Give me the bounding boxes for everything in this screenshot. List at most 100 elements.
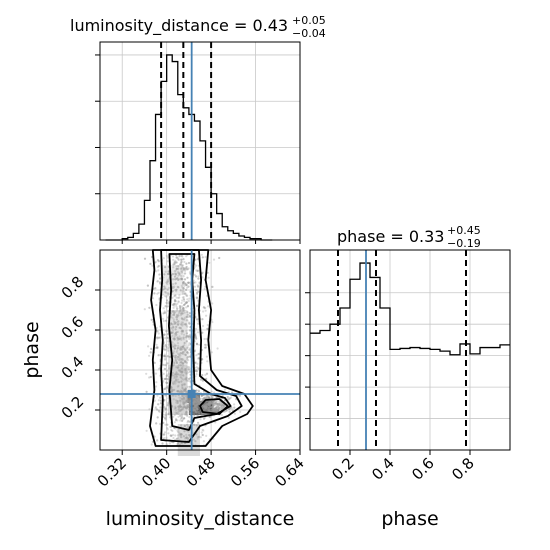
sample-point bbox=[179, 405, 182, 408]
sample-point bbox=[186, 400, 189, 403]
sample-point bbox=[175, 265, 178, 268]
sample-point bbox=[207, 404, 211, 407]
sample-point bbox=[164, 394, 167, 397]
sample-point bbox=[176, 429, 179, 432]
sample-point bbox=[180, 416, 183, 419]
sample-point bbox=[171, 389, 174, 392]
sample-point bbox=[195, 289, 199, 292]
sample-point bbox=[177, 405, 180, 408]
sample-point bbox=[177, 369, 180, 372]
sample-point bbox=[183, 292, 186, 295]
sample-point bbox=[174, 382, 177, 385]
sample-point bbox=[202, 306, 205, 309]
sample-point bbox=[222, 404, 225, 407]
sample-point bbox=[188, 402, 191, 405]
sample-point bbox=[182, 396, 186, 400]
sample-point bbox=[182, 402, 185, 405]
sample-point bbox=[172, 263, 175, 266]
sample-point bbox=[184, 412, 187, 415]
sample-point bbox=[177, 300, 180, 304]
sample-point bbox=[149, 262, 152, 265]
sample-point bbox=[196, 400, 199, 403]
sample-point bbox=[210, 402, 213, 405]
sample-point bbox=[176, 389, 179, 393]
sample-point bbox=[185, 268, 188, 271]
sample-point bbox=[182, 296, 185, 299]
sample-point bbox=[176, 315, 179, 319]
sample-point bbox=[188, 312, 191, 315]
sample-point bbox=[157, 264, 160, 268]
sample-point bbox=[216, 402, 219, 405]
sample-point bbox=[178, 310, 181, 313]
sample-point bbox=[180, 405, 183, 408]
sample-point bbox=[216, 402, 219, 406]
sample-point bbox=[187, 261, 191, 265]
density-cell bbox=[168, 365, 188, 415]
sample-point bbox=[183, 344, 186, 347]
sample-point bbox=[207, 403, 210, 406]
sample-point bbox=[181, 397, 184, 401]
sample-point bbox=[216, 408, 220, 411]
sample-point bbox=[188, 312, 191, 315]
sample-point bbox=[179, 417, 183, 420]
sample-point bbox=[181, 323, 184, 326]
sample-point bbox=[205, 406, 208, 410]
sample-point bbox=[186, 385, 189, 388]
sample-point bbox=[176, 357, 179, 360]
sample-point bbox=[154, 346, 157, 350]
sample-point bbox=[184, 387, 187, 390]
sample-point bbox=[230, 406, 233, 409]
sample-point bbox=[175, 412, 178, 415]
sample-point bbox=[176, 309, 179, 312]
sample-point bbox=[206, 409, 210, 412]
sample-point bbox=[180, 405, 183, 408]
sample-point bbox=[180, 348, 183, 351]
sample-point bbox=[194, 399, 197, 402]
sample-point bbox=[178, 404, 182, 407]
sample-point bbox=[180, 254, 183, 257]
sample-point bbox=[163, 354, 166, 358]
sample-point bbox=[175, 361, 178, 365]
sample-point bbox=[174, 406, 177, 409]
sample-point bbox=[162, 388, 165, 391]
sample-point bbox=[195, 304, 199, 307]
sample-point bbox=[197, 277, 200, 280]
sample-point bbox=[182, 303, 186, 307]
sample-point bbox=[154, 406, 157, 409]
sample-point bbox=[170, 331, 173, 334]
sample-point bbox=[175, 361, 178, 365]
sample-point bbox=[214, 400, 218, 403]
sample-point bbox=[180, 327, 183, 330]
sample-point bbox=[197, 396, 200, 399]
sample-point bbox=[177, 364, 180, 367]
sample-point bbox=[197, 410, 200, 414]
sample-point bbox=[195, 370, 198, 373]
sample-point bbox=[172, 382, 175, 385]
sample-point bbox=[157, 260, 160, 263]
sample-point bbox=[195, 318, 199, 321]
sample-point bbox=[184, 390, 187, 393]
sample-point bbox=[185, 283, 188, 286]
sample-point bbox=[179, 409, 182, 412]
sample-point bbox=[167, 340, 170, 343]
sample-point bbox=[173, 356, 176, 359]
sample-point bbox=[182, 268, 186, 271]
sample-point bbox=[216, 409, 219, 412]
sample-point bbox=[195, 405, 198, 408]
sample-point bbox=[177, 286, 180, 289]
sample-point bbox=[188, 398, 191, 401]
sample-point bbox=[175, 305, 178, 308]
sample-point bbox=[165, 301, 168, 304]
sample-point bbox=[184, 323, 187, 326]
sample-point bbox=[164, 266, 167, 269]
frame-layer bbox=[99, 41, 511, 451]
sample-point bbox=[212, 404, 215, 407]
sample-point bbox=[174, 272, 177, 275]
sample-point bbox=[170, 394, 173, 397]
sample-point bbox=[174, 376, 177, 379]
sample-point bbox=[194, 368, 197, 371]
sample-point bbox=[179, 289, 182, 292]
sample-point bbox=[170, 387, 173, 390]
sample-point bbox=[177, 338, 180, 341]
sample-point bbox=[194, 440, 197, 443]
